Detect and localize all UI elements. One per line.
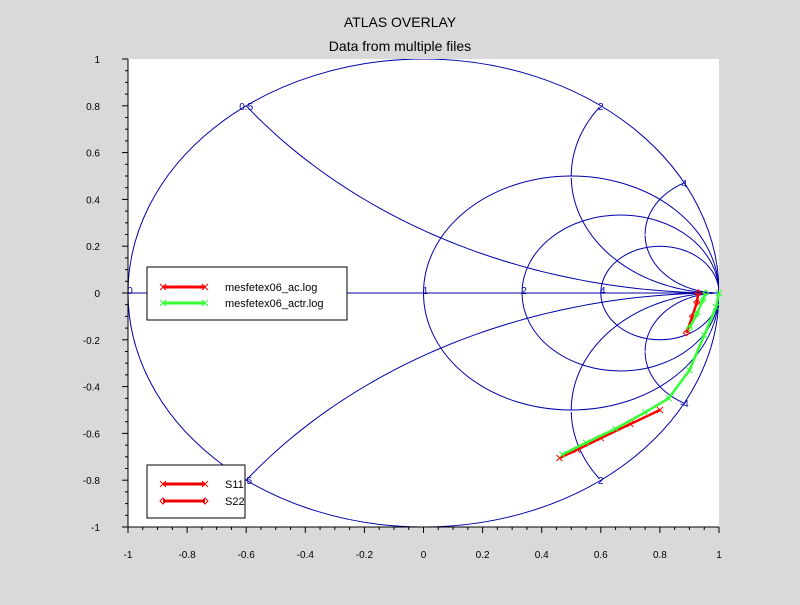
x-tick-label: -0.6	[238, 550, 256, 561]
resistance-circle-r4	[600, 245, 719, 341]
data-point-diamond-marker	[685, 324, 694, 332]
data-point-diamond-marker	[694, 289, 703, 297]
data-point-x-marker	[656, 406, 664, 414]
data-point-x-marker	[700, 331, 708, 339]
y-tick-label: 0.4	[86, 195, 100, 206]
smith-grid	[128, 59, 719, 527]
x-tick-label: -0.8	[178, 550, 196, 561]
data-point-x-marker	[582, 439, 590, 447]
data-series	[556, 289, 723, 462]
reactance-arc-pos-2	[570, 106, 719, 294]
reactance-label: 2	[598, 102, 604, 113]
data-point-diamond-marker	[701, 289, 710, 297]
reactance-arc-pos-0.5	[246, 105, 719, 294]
data-point-x-marker	[665, 394, 673, 402]
data-point-x-marker	[641, 408, 649, 416]
series-legend-marker	[159, 283, 209, 291]
y-tick-label: -1	[91, 523, 100, 534]
y-tick-label: -0.2	[83, 336, 101, 347]
resistance-label: 0	[127, 286, 133, 297]
resistance-label: 1	[423, 286, 429, 297]
axes: 1 0.8 0.6 0.4 0.2 0 -0.2 -0.4 -0.6 -0.8 -1 -1 -0.8 -0…	[83, 55, 722, 561]
series-legend-label: mesfetex06_actr.log	[225, 298, 323, 310]
chart-title: ATLAS OVERLAY	[344, 14, 457, 30]
parameter-legend-x-marker	[159, 480, 209, 488]
reactance-label: 4	[681, 179, 687, 190]
parameter-legend-box	[146, 464, 246, 519]
data-point-diamond-marker	[693, 298, 701, 307]
y-tick-label: 0.8	[86, 102, 100, 113]
reactance-arc-pos-4	[644, 182, 719, 294]
reactance-label: -4	[680, 399, 689, 410]
series-legend-box	[146, 266, 348, 321]
y-tick-label: -0.6	[83, 429, 101, 440]
smith-grid-labels: 0 1 2 4 0.5 2 4 -.5 2 -4	[127, 102, 689, 487]
x-tick-label: 0	[421, 550, 427, 561]
x-tick-label: -0.4	[297, 550, 315, 561]
reactance-label: 2	[598, 476, 604, 487]
x-tick-label: 0.8	[653, 550, 667, 561]
series-legend-label: mesfetex06_ac.log	[225, 282, 317, 294]
reactance-arc-neg-0.5	[246, 292, 719, 481]
y-tick-label: -0.4	[83, 383, 101, 394]
y-tick-label: 1	[94, 55, 100, 66]
reactance-label: 0.5	[239, 102, 253, 113]
data-point-diamond-marker	[688, 312, 697, 321]
data-point-x-marker	[612, 425, 619, 433]
data-point-diamond-marker	[682, 329, 691, 337]
parameter-legend-diamond-marker	[159, 497, 209, 505]
x-tick-label: -1	[124, 550, 133, 561]
data-point-x-marker	[712, 303, 720, 311]
x-tick-label: 0.4	[535, 550, 549, 561]
legends: mesfetex06_ac.log mesfetex06_actr.log S11 S…	[146, 266, 348, 519]
reactance-label: -.5	[240, 476, 252, 487]
data-point-x-marker	[559, 451, 566, 458]
x-tick-label: -0.2	[356, 550, 374, 561]
data-point-x-marker	[715, 289, 723, 297]
x-tick-label: 1	[716, 550, 722, 561]
parameter-legend-label: S22	[225, 496, 245, 508]
data-point-diamond-marker	[693, 310, 701, 318]
x-tick-label: 0.2	[476, 550, 490, 561]
y-tick-label: 0	[94, 289, 100, 300]
resistance-label: 2	[521, 286, 527, 297]
y-tick-label: 0.2	[86, 242, 100, 253]
y-tick-label: -0.8	[83, 476, 101, 487]
resistance-circle-r2	[521, 214, 719, 372]
x-tick-label: 0.6	[594, 550, 608, 561]
parameter-legend-label: S11	[225, 479, 244, 491]
resistance-label: 4	[600, 286, 606, 297]
data-point-diamond-marker	[699, 296, 707, 304]
chart-subtitle: Data from multiple files	[329, 38, 471, 54]
series-line-s22	[688, 292, 707, 329]
y-tick-label: 0.6	[86, 149, 100, 160]
data-point-x-marker	[686, 366, 693, 374]
series-legend-marker	[159, 299, 209, 307]
